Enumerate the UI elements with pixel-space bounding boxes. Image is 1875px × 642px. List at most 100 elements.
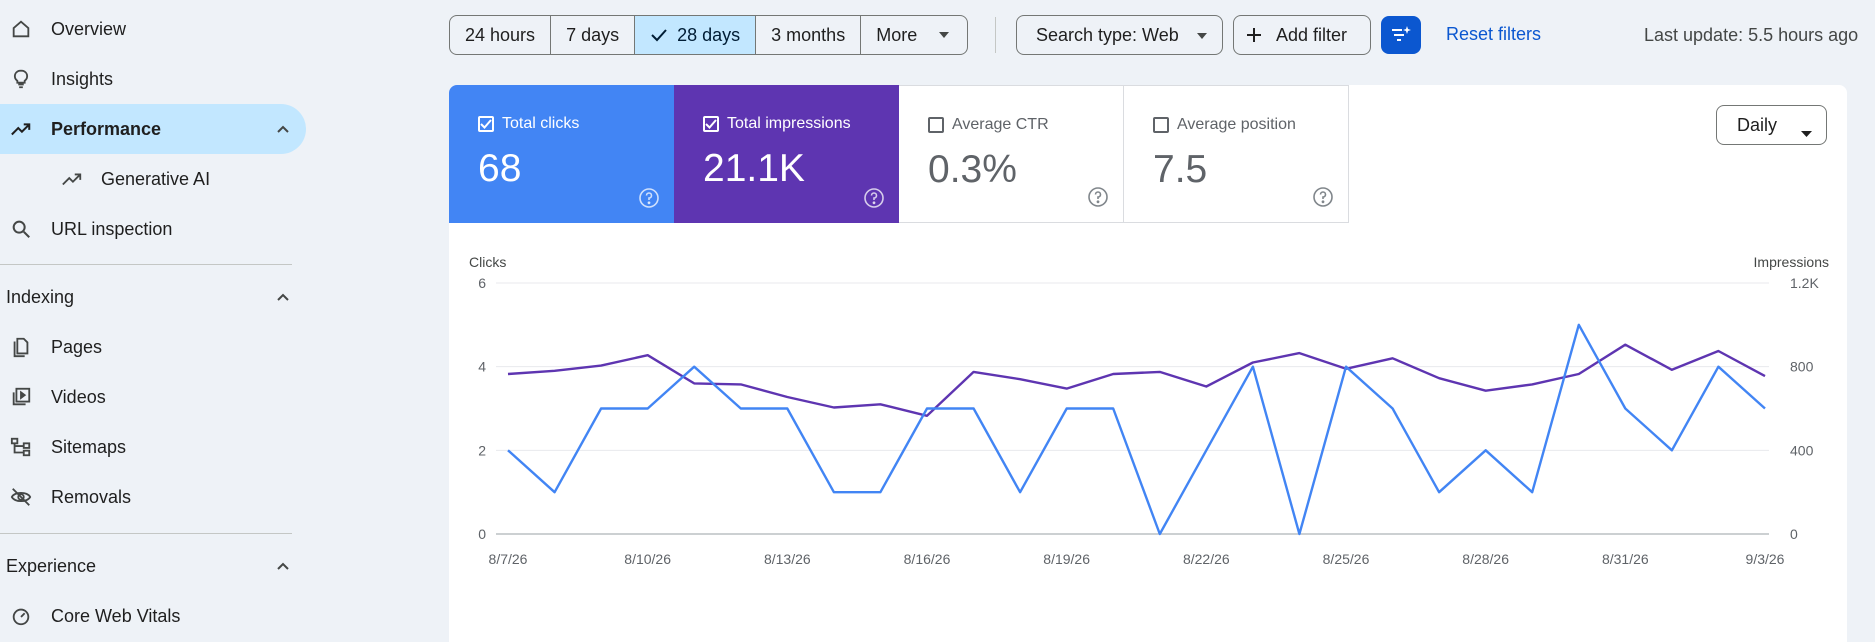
sidebar-item-pages[interactable]: Pages [0,322,306,372]
search-type-dropdown[interactable]: Search type: Web [1016,15,1223,55]
eye-off-icon [9,485,33,509]
search-icon [9,217,33,241]
chevron-up-icon[interactable] [274,120,292,138]
last-update-text: Last update: 5.5 hours ago [1644,25,1859,45]
x-tick-label: 8/10/26 [624,551,671,567]
filter-settings-button[interactable] [1381,16,1421,54]
check-icon [651,28,667,42]
add-filter-label: Add filter [1276,24,1348,45]
checkbox-unchecked[interactable] [928,117,944,133]
section-label: Experience [6,555,97,576]
sidebar-item-label: Insights [51,68,114,89]
performance-chart: Clicks Impressions 0 2 4 6 0 400 800 1.2K 8/7/26 8/… [469,254,1829,567]
lightbulb-icon [9,67,33,91]
caret-down-icon [1197,33,1207,39]
granularity-dropdown[interactable]: Daily [1716,105,1827,145]
x-tick-label: 8/28/26 [1462,551,1509,567]
caret-down-icon [1801,121,1812,142]
sidebar-item-label: URL inspection [51,218,173,239]
sidebar-item-core-web-vitals[interactable]: Core Web Vitals [0,591,306,641]
x-tick-label: 8/19/26 [1043,551,1090,567]
left-tick-label: 4 [478,359,486,375]
search-type-label: Search type: Web [1036,24,1179,45]
sidebar-item-url-inspection[interactable]: URL inspection [0,204,306,254]
sidebar-item-sitemaps[interactable]: Sitemaps [0,422,306,472]
left-axis-title: Clicks [469,254,506,270]
caret-down-icon [939,32,950,38]
more-label: More [876,24,918,45]
gauge-icon [9,604,33,628]
trending-up-icon [9,117,33,141]
range-28-days[interactable]: 28 days [635,16,757,54]
sidebar-item-videos[interactable]: Videos [0,372,306,422]
sidebar-item-label: Pages [51,336,103,357]
right-tick-label: 0 [1790,526,1798,542]
sidebar-item-generative-ai[interactable]: Generative AI [0,154,306,204]
divider [0,264,292,265]
help-icon[interactable] [1087,186,1109,208]
section-experience[interactable]: Experience [0,541,306,591]
checkbox-checked[interactable] [703,116,719,132]
left-tick-label: 0 [478,526,486,542]
trending-up-icon [60,167,84,191]
sidebar: Overview Insights Performance Generative… [0,0,306,642]
metric-value: 68 [478,147,522,190]
x-tick-label: 9/3/26 [1746,551,1785,567]
left-tick-label: 6 [478,275,486,291]
metric-label: Total clicks [502,115,580,132]
chevron-up-icon[interactable] [274,557,292,575]
metric-label: Average CTR [952,116,1049,133]
range-label: 28 days [677,24,741,45]
sidebar-item-label: Generative AI [101,168,211,189]
range-label: 3 months [771,24,846,45]
section-label: Indexing [6,286,75,307]
left-tick-label: 2 [478,442,486,458]
right-tick-label: 800 [1790,359,1814,375]
right-tick-label: 400 [1790,442,1814,458]
range-3-months[interactable]: 3 months [756,16,862,54]
metric-average-ctr[interactable]: Average CTR 0.3% [899,85,1124,223]
help-icon[interactable] [1312,186,1334,208]
range-label: 7 days [566,24,620,45]
section-indexing[interactable]: Indexing [0,272,306,322]
sitemap-icon [9,435,33,459]
video-icon [9,385,33,409]
range-24-hours[interactable]: 24 hours [450,16,552,54]
sidebar-item-label: Core Web Vitals [51,605,181,626]
sidebar-item-label: Overview [51,18,127,39]
date-range-selector: 24 hours 7 days 28 days 3 months More [449,15,969,55]
series-line-clicks [507,323,1766,536]
divider [0,533,292,534]
metric-total-clicks[interactable]: Total clicks 68 [449,85,674,223]
right-axis-title: Impressions [1754,254,1829,270]
sidebar-item-performance[interactable]: Performance [0,104,306,154]
metric-label: Average position [1177,116,1296,133]
help-icon[interactable] [638,187,660,209]
sidebar-item-removals[interactable]: Removals [0,472,306,522]
sidebar-item-label: Performance [51,118,162,139]
metric-average-position[interactable]: Average position 7.5 [1124,85,1349,223]
x-tick-label: 8/16/26 [904,551,951,567]
checkbox-unchecked[interactable] [1153,117,1169,133]
sidebar-item-insights[interactable]: Insights [0,54,306,104]
sidebar-item-label: Removals [51,486,132,507]
chevron-up-icon[interactable] [274,288,292,306]
reset-filters-link[interactable]: Reset filters [1446,24,1542,44]
x-tick-label: 8/7/26 [489,551,528,567]
checkbox-checked[interactable] [478,116,494,132]
help-icon[interactable] [863,187,885,209]
plus-icon [1246,27,1262,43]
metric-value: 7.5 [1153,148,1208,191]
x-tick-label: 8/25/26 [1323,551,1370,567]
range-7-days[interactable]: 7 days [551,16,636,54]
filter-sparkle-icon [1389,24,1413,46]
add-filter-button[interactable]: Add filter [1233,15,1371,55]
sidebar-item-overview[interactable]: Overview [0,4,306,54]
sidebar-item-label: Sitemaps [51,436,127,457]
right-tick-label: 1.2K [1790,275,1819,291]
series-line-impressions [507,343,1766,418]
x-tick-label: 8/13/26 [764,551,811,567]
more-dropdown[interactable]: More [861,16,967,54]
metric-total-impressions[interactable]: Total impressions 21.1K [674,85,899,223]
pages-icon [9,335,33,359]
